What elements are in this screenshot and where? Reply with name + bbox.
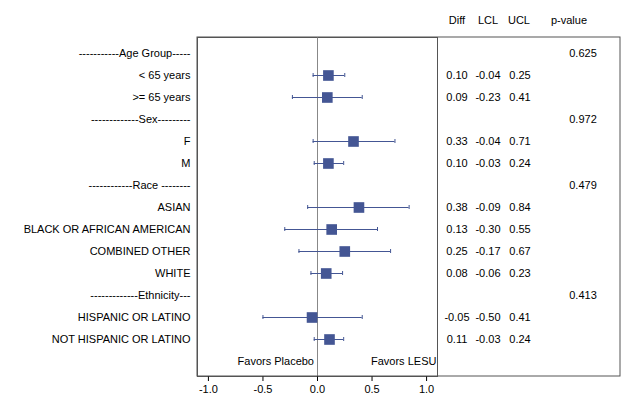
svg-text:0.33: 0.33 (446, 135, 467, 147)
svg-text:WHITE: WHITE (155, 267, 190, 279)
svg-text:-0.03: -0.03 (475, 157, 500, 169)
svg-text:0.09: 0.09 (446, 91, 467, 103)
svg-text:-0.5: -0.5 (253, 383, 272, 395)
svg-text:0.23: 0.23 (509, 267, 530, 279)
svg-text:------------Race --------: ------------Race -------- (89, 179, 191, 191)
svg-text:-0.23: -0.23 (475, 91, 500, 103)
svg-text:-1.0: -1.0 (199, 383, 218, 395)
svg-text:M: M (181, 157, 190, 169)
svg-text:-----------Age Group-----: -----------Age Group----- (79, 47, 191, 59)
svg-text:BLACK OR AFRICAN AMERICAN: BLACK OR AFRICAN AMERICAN (24, 223, 191, 235)
svg-text:0.08: 0.08 (446, 267, 467, 279)
svg-text:0.479: 0.479 (569, 179, 597, 191)
svg-text:0.11: 0.11 (447, 333, 468, 345)
svg-text:0.10: 0.10 (446, 157, 467, 169)
svg-text:-0.17: -0.17 (475, 245, 500, 257)
svg-text:0.24: 0.24 (509, 333, 530, 345)
svg-text:0.55: 0.55 (509, 223, 530, 235)
svg-text:-0.03: -0.03 (475, 333, 500, 345)
svg-text:0.84: 0.84 (509, 201, 530, 213)
svg-text:0.41: 0.41 (509, 311, 530, 323)
svg-text:>= 65 years: >= 65 years (132, 91, 191, 103)
svg-text:0.71: 0.71 (509, 135, 530, 147)
svg-text:0.13: 0.13 (446, 223, 467, 235)
svg-text:ASIAN: ASIAN (157, 201, 190, 213)
svg-text:-0.30: -0.30 (475, 223, 500, 235)
svg-text:-0.04: -0.04 (475, 135, 500, 147)
svg-text:1.0: 1.0 (419, 383, 434, 395)
svg-text:< 65 years: < 65 years (139, 69, 191, 81)
svg-text:Favors LESU: Favors LESU (371, 355, 436, 367)
svg-text:Favors Placebo: Favors Placebo (238, 355, 314, 367)
svg-text:-0.04: -0.04 (475, 69, 500, 81)
svg-text:0.25: 0.25 (446, 245, 467, 257)
svg-text:LCL: LCL (478, 14, 498, 26)
svg-text:-------------Sex---------: -------------Sex--------- (91, 113, 191, 125)
svg-text:-0.05: -0.05 (444, 311, 469, 323)
svg-text:-0.09: -0.09 (475, 201, 500, 213)
svg-text:HISPANIC OR LATINO: HISPANIC OR LATINO (78, 311, 191, 323)
svg-text:0.5: 0.5 (364, 383, 379, 395)
svg-text:0.24: 0.24 (509, 157, 530, 169)
svg-text:Diff: Diff (449, 14, 466, 26)
svg-text:0.972: 0.972 (569, 113, 597, 125)
svg-text:0.38: 0.38 (446, 201, 467, 213)
svg-text:-------------Ethnicity---: -------------Ethnicity--- (90, 289, 191, 301)
svg-text:-0.06: -0.06 (475, 267, 500, 279)
svg-text:0.67: 0.67 (509, 245, 530, 257)
svg-text:0.41: 0.41 (509, 91, 530, 103)
svg-text:0.10: 0.10 (446, 69, 467, 81)
svg-text:0.625: 0.625 (569, 47, 597, 59)
svg-text:NOT HISPANIC OR LATINO: NOT HISPANIC OR LATINO (52, 333, 191, 345)
svg-text:COMBINED OTHER: COMBINED OTHER (90, 245, 191, 257)
svg-text:UCL: UCL (508, 14, 530, 26)
svg-text:F: F (184, 135, 191, 147)
svg-text:0.25: 0.25 (509, 69, 530, 81)
svg-text:0.0: 0.0 (310, 383, 325, 395)
svg-text:0.413: 0.413 (569, 289, 597, 301)
svg-text:-0.50: -0.50 (475, 311, 500, 323)
svg-text:p-value: p-value (551, 14, 587, 26)
